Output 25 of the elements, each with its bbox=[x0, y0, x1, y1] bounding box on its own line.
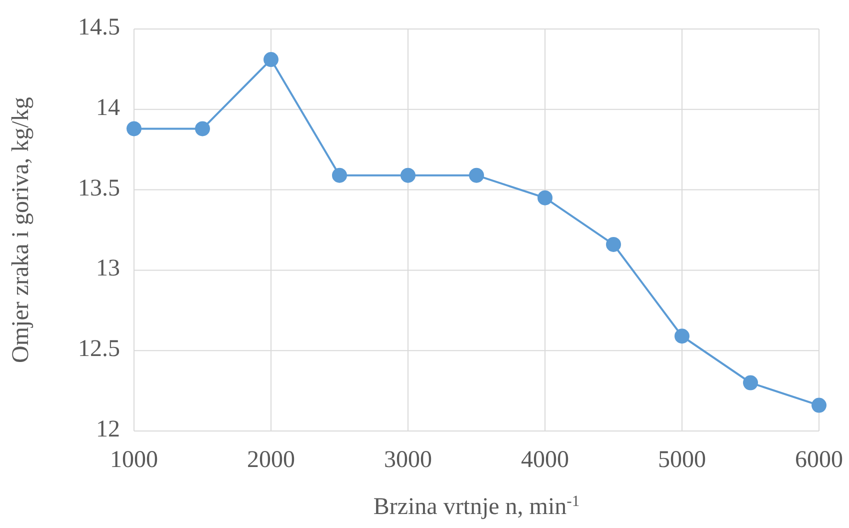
point bbox=[332, 168, 347, 183]
y-tick-label: 13 bbox=[96, 256, 120, 282]
point bbox=[400, 168, 416, 183]
y-tick-label: 13.5 bbox=[78, 175, 120, 202]
y-tick-label: 12.5 bbox=[78, 336, 120, 362]
point bbox=[195, 121, 210, 136]
point bbox=[538, 190, 552, 206]
x-tick-label: 5000 bbox=[658, 447, 706, 473]
point bbox=[812, 398, 826, 413]
x-tick-label: 4000 bbox=[521, 447, 569, 473]
point bbox=[264, 52, 278, 68]
y-tick-label: 14 bbox=[96, 94, 120, 121]
x-tick-label: 1000 bbox=[110, 447, 158, 473]
x-tick-label: 2000 bbox=[247, 447, 295, 473]
point bbox=[674, 328, 690, 344]
y-tick-label: 12 bbox=[96, 416, 120, 443]
y-tick-label: 14.5 bbox=[78, 14, 120, 41]
point bbox=[469, 168, 484, 183]
point bbox=[606, 236, 621, 252]
point bbox=[743, 375, 758, 390]
point bbox=[126, 121, 142, 136]
y-axis-title: Omjer zraka i goriva, kg/kg bbox=[8, 97, 34, 363]
x-axis-title: Brzina vrtnje n, min$^{-1}$ bbox=[373, 492, 580, 520]
x-tick-label: 3000 bbox=[384, 447, 432, 473]
x-tick-label: 6000 bbox=[795, 447, 843, 473]
